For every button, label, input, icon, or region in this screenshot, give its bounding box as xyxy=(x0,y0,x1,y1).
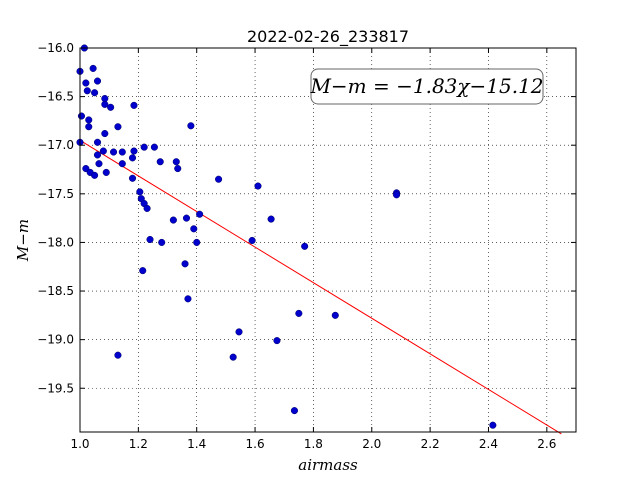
data-point xyxy=(172,158,180,166)
data-point xyxy=(295,309,303,317)
x-tick-label: 2.4 xyxy=(479,437,498,451)
data-point xyxy=(118,160,126,168)
data-point xyxy=(93,138,102,146)
data-point xyxy=(290,407,298,415)
data-point xyxy=(91,89,99,97)
data-point xyxy=(136,188,144,196)
chart-title: 2022-02-26_233817 xyxy=(247,27,409,47)
data-point xyxy=(139,267,147,275)
data-point xyxy=(187,122,195,130)
x-tick-label: 2.0 xyxy=(362,437,381,451)
plot-background xyxy=(80,48,576,432)
data-point xyxy=(130,101,138,109)
data-point xyxy=(82,79,90,87)
data-point xyxy=(150,143,158,151)
points-layer xyxy=(76,44,497,429)
annotation-box xyxy=(310,68,544,105)
ticks xyxy=(79,47,576,432)
data-point xyxy=(89,64,97,72)
x-tick-label: 2.6 xyxy=(537,437,556,451)
y-tick-label: −17.5 xyxy=(37,187,74,201)
data-point xyxy=(85,116,93,124)
y-axis-label: M−m xyxy=(14,219,32,262)
data-point xyxy=(184,295,192,303)
x-tick-labels: 1.0 1.2 1.4 1.6 1.8 2.0 2.2 2.4 2.6 xyxy=(70,437,556,451)
fit-annotation: M−m = −1.83χ−15.12 xyxy=(309,74,543,98)
data-point xyxy=(77,112,86,120)
y-tick-label: −19.0 xyxy=(37,333,74,347)
data-point xyxy=(93,77,102,85)
data-point xyxy=(128,154,137,162)
data-point xyxy=(229,353,237,361)
data-point xyxy=(267,215,275,223)
data-point xyxy=(114,351,122,359)
y-tick-label: −18.5 xyxy=(37,284,74,298)
data-point xyxy=(193,238,201,246)
data-point xyxy=(331,311,339,319)
data-point xyxy=(101,129,109,138)
data-point xyxy=(93,151,102,159)
data-point xyxy=(140,143,148,151)
data-point xyxy=(118,148,126,156)
plot-frame xyxy=(79,47,577,433)
data-point xyxy=(174,164,182,173)
data-point xyxy=(190,225,198,233)
data-point xyxy=(91,171,99,179)
y-tick-label: −19.5 xyxy=(37,381,74,395)
data-point xyxy=(107,103,115,111)
fit-line xyxy=(79,139,562,435)
data-point xyxy=(156,158,164,166)
x-axis-label: airmass xyxy=(298,456,358,474)
y-tick-label: −16.5 xyxy=(37,90,74,104)
x-tick-label: 1.4 xyxy=(187,437,206,451)
x-tick-label: 2.2 xyxy=(421,437,440,451)
data-point xyxy=(83,87,91,95)
data-point xyxy=(182,214,191,222)
data-point xyxy=(146,235,154,244)
y-tick-label: −17.0 xyxy=(37,138,74,152)
data-point xyxy=(101,100,109,108)
data-point xyxy=(196,210,204,218)
data-point xyxy=(114,123,122,131)
data-point xyxy=(130,147,138,155)
data-point xyxy=(301,242,309,250)
data-point xyxy=(95,160,103,168)
x-tick-label: 1.0 xyxy=(70,437,89,451)
x-tick-label: 1.8 xyxy=(304,437,323,451)
data-point xyxy=(102,168,110,176)
x-tick-label: 1.2 xyxy=(129,437,148,451)
fit-layer xyxy=(79,139,562,435)
data-point xyxy=(273,337,281,345)
data-point xyxy=(248,236,256,245)
data-point xyxy=(99,147,107,155)
data-point xyxy=(235,328,243,336)
y-tick-label: −16.0 xyxy=(37,41,74,55)
data-point xyxy=(158,238,166,246)
data-point xyxy=(143,204,151,212)
data-point xyxy=(181,260,189,268)
data-point xyxy=(169,216,177,224)
data-point xyxy=(393,191,401,199)
data-point xyxy=(215,175,223,183)
data-point xyxy=(110,148,118,156)
data-point xyxy=(85,123,93,131)
y-tick-labels: −16.0 −16.5 −17.0 −17.5 −18.0 −18.5 −19.0 −19.5 xyxy=(37,41,74,395)
data-point xyxy=(128,174,137,182)
data-point xyxy=(254,182,262,190)
y-tick-label: −18.0 xyxy=(37,235,74,249)
data-point xyxy=(489,421,497,429)
x-tick-label: 1.6 xyxy=(246,437,265,451)
